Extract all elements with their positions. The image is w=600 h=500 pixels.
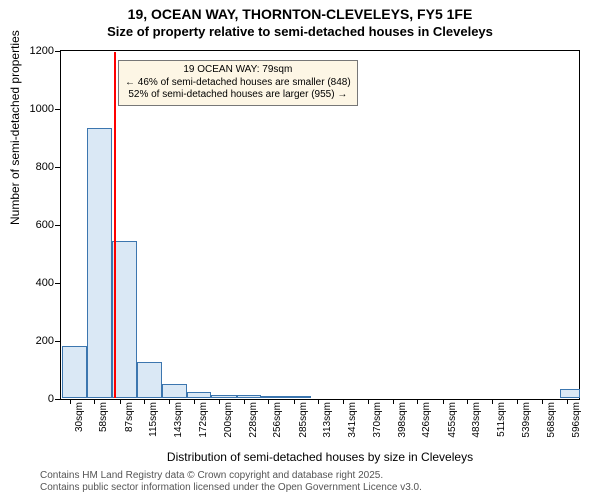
y-tick-mark xyxy=(55,341,60,342)
x-tick-label: 398sqm xyxy=(397,402,408,438)
x-tick-mark xyxy=(219,399,220,404)
y-tick-mark xyxy=(55,109,60,110)
property-marker-line xyxy=(114,52,116,398)
x-tick-label: 341sqm xyxy=(347,402,358,438)
x-tick-mark xyxy=(70,399,71,404)
footer-line1: Contains HM Land Registry data © Crown c… xyxy=(40,470,422,482)
x-tick-label: 172sqm xyxy=(198,402,209,438)
histogram-bar xyxy=(187,392,212,398)
y-tick-mark xyxy=(55,399,60,400)
x-tick-mark xyxy=(144,399,145,404)
x-tick-mark xyxy=(517,399,518,404)
histogram-bar xyxy=(87,128,112,398)
x-tick-label: 228sqm xyxy=(248,402,259,438)
annotation-line3: 52% of semi-detached houses are larger (… xyxy=(125,89,351,102)
y-tick-mark xyxy=(55,51,60,52)
x-tick-mark xyxy=(194,399,195,404)
title-line2: Size of property relative to semi-detach… xyxy=(0,24,600,39)
x-tick-mark xyxy=(443,399,444,404)
x-tick-mark xyxy=(417,399,418,404)
histogram-bar xyxy=(162,384,187,399)
annotation-line2: ← 46% of semi-detached houses are smalle… xyxy=(125,77,351,90)
y-tick-label: 200 xyxy=(20,335,54,347)
y-tick-label: 800 xyxy=(20,161,54,173)
histogram-bar xyxy=(261,396,286,398)
x-tick-label: 256sqm xyxy=(272,402,283,438)
y-tick-label: 0 xyxy=(20,393,54,405)
x-axis-label: Distribution of semi-detached houses by … xyxy=(60,450,580,464)
x-tick-label: 483sqm xyxy=(471,402,482,438)
chart-title-block: 19, OCEAN WAY, THORNTON-CLEVELEYS, FY5 1… xyxy=(0,0,600,39)
x-tick-label: 511sqm xyxy=(496,402,507,437)
x-tick-mark xyxy=(492,399,493,404)
x-tick-mark xyxy=(393,399,394,404)
y-tick-mark xyxy=(55,225,60,226)
x-tick-label: 426sqm xyxy=(421,402,432,438)
x-tick-mark xyxy=(244,399,245,404)
x-tick-mark xyxy=(94,399,95,404)
x-tick-label: 455sqm xyxy=(447,402,458,438)
x-tick-label: 568sqm xyxy=(546,402,557,438)
y-tick-mark xyxy=(55,283,60,284)
histogram-bar xyxy=(560,389,580,398)
y-tick-label: 1200 xyxy=(20,45,54,57)
x-tick-mark xyxy=(467,399,468,404)
annotation-line1: 19 OCEAN WAY: 79sqm xyxy=(125,64,351,77)
x-tick-label: 87sqm xyxy=(124,402,135,432)
x-tick-label: 115sqm xyxy=(148,402,159,437)
x-tick-label: 313sqm xyxy=(322,402,333,438)
title-line1: 19, OCEAN WAY, THORNTON-CLEVELEYS, FY5 1… xyxy=(0,6,600,22)
chart-area: Number of semi-detached properties 19 OC… xyxy=(60,50,580,400)
footer-line2: Contains public sector information licen… xyxy=(40,482,422,494)
x-tick-label: 370sqm xyxy=(372,402,383,438)
histogram-bar xyxy=(237,395,262,398)
x-tick-mark xyxy=(120,399,121,404)
y-tick-mark xyxy=(55,167,60,168)
x-tick-label: 200sqm xyxy=(223,402,234,438)
x-tick-mark xyxy=(294,399,295,404)
y-tick-label: 400 xyxy=(20,277,54,289)
x-tick-label: 143sqm xyxy=(173,402,184,438)
x-tick-label: 30sqm xyxy=(74,402,85,432)
x-tick-label: 58sqm xyxy=(98,402,109,432)
x-tick-mark xyxy=(567,399,568,404)
y-axis-label: Number of semi-detached properties xyxy=(8,30,22,225)
histogram-bar xyxy=(62,346,87,398)
histogram-bar xyxy=(286,396,311,398)
x-tick-label: 285sqm xyxy=(298,402,309,438)
x-tick-mark xyxy=(368,399,369,404)
y-tick-label: 600 xyxy=(20,219,54,231)
x-tick-mark xyxy=(343,399,344,404)
footer-attribution: Contains HM Land Registry data © Crown c… xyxy=(40,470,422,494)
histogram-bar xyxy=(211,395,236,398)
x-tick-mark xyxy=(318,399,319,404)
x-tick-mark xyxy=(169,399,170,404)
x-tick-label: 539sqm xyxy=(521,402,532,438)
y-tick-label: 1000 xyxy=(20,103,54,115)
annotation-box: 19 OCEAN WAY: 79sqm ← 46% of semi-detach… xyxy=(118,60,358,106)
histogram-bar xyxy=(137,362,162,398)
x-tick-mark xyxy=(542,399,543,404)
x-tick-mark xyxy=(268,399,269,404)
x-tick-label: 596sqm xyxy=(571,402,582,438)
